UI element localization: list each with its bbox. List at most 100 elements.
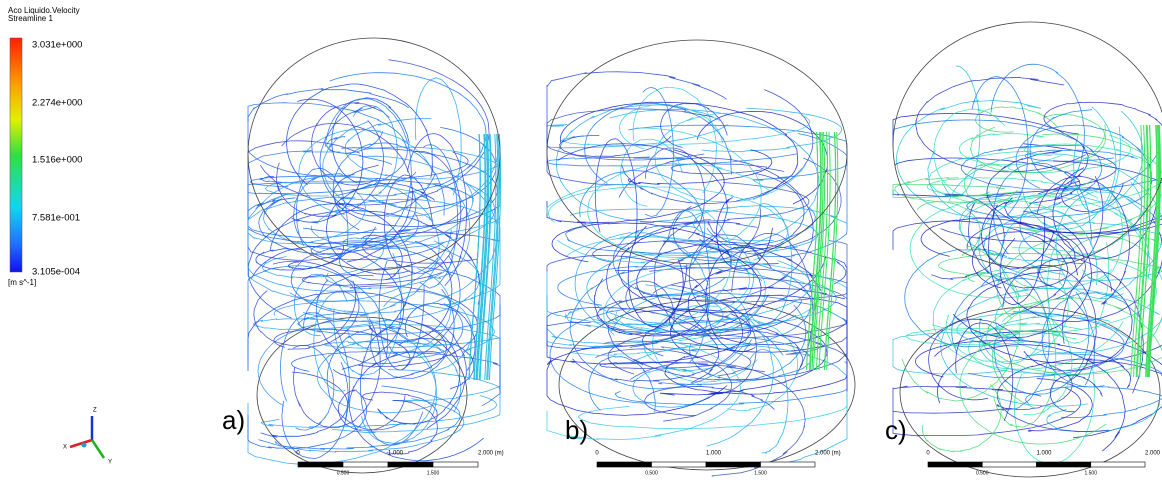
z-label: Z xyxy=(93,408,97,414)
streamline xyxy=(892,220,1069,316)
streamline xyxy=(1001,310,1073,416)
streamline xyxy=(731,232,814,375)
scale-sub-label: 0.500 xyxy=(976,470,989,476)
streamline xyxy=(406,133,468,286)
streamline xyxy=(310,181,495,250)
streamline xyxy=(966,223,1086,300)
jet-streamline xyxy=(1145,124,1158,378)
streamline xyxy=(632,367,710,408)
streamline xyxy=(272,260,360,350)
scale-segment xyxy=(981,461,1037,468)
panel-label: b) xyxy=(565,415,588,445)
y-label: Y xyxy=(108,460,112,466)
jet-streamline xyxy=(1145,124,1158,378)
streamline xyxy=(1014,366,1095,464)
streamline xyxy=(985,296,1162,375)
streamline xyxy=(1024,143,1150,171)
streamline xyxy=(389,303,464,359)
streamline xyxy=(634,240,848,303)
scale-segment xyxy=(927,461,983,468)
streamline xyxy=(551,222,732,266)
streamline xyxy=(561,114,811,147)
jet-streamline xyxy=(1139,124,1152,378)
streamline xyxy=(748,203,793,326)
streamline xyxy=(546,341,741,440)
streamline xyxy=(909,198,1073,299)
streamline xyxy=(324,98,412,236)
streamline xyxy=(1073,126,1121,214)
streamline xyxy=(574,232,709,334)
scale-label: 0 xyxy=(595,451,599,457)
streamline xyxy=(546,184,733,334)
streamline xyxy=(316,339,445,414)
streamline xyxy=(933,108,1006,197)
streamline xyxy=(258,385,461,450)
streamline xyxy=(980,272,1050,411)
streamline xyxy=(959,328,1107,445)
cylinder-top xyxy=(247,37,501,271)
cylinder-bottom xyxy=(558,299,856,471)
colorbar xyxy=(9,37,23,273)
streamline xyxy=(644,385,775,416)
streamline xyxy=(592,240,847,285)
streamline xyxy=(948,153,1162,299)
streamline xyxy=(383,291,472,372)
streamline xyxy=(667,210,711,363)
streamline xyxy=(333,252,402,376)
streamline xyxy=(346,268,452,354)
colorbar-tick-label: 1.516e+000 xyxy=(32,155,82,166)
streamline xyxy=(546,345,728,416)
streamline xyxy=(326,130,384,154)
streamline xyxy=(993,291,1090,396)
colorbar-tick-label: 3.031e+000 xyxy=(32,40,82,51)
streamline xyxy=(251,245,404,370)
streamline xyxy=(692,205,848,242)
scale-segment xyxy=(432,461,479,468)
y-axis xyxy=(90,439,106,459)
streamline xyxy=(952,210,1092,339)
streamline xyxy=(749,349,789,454)
streamline xyxy=(1049,374,1103,413)
streamline xyxy=(337,389,406,432)
streamline xyxy=(945,280,1069,363)
streamline xyxy=(377,322,461,425)
scale-label: 0 xyxy=(926,451,930,457)
jet-streamline xyxy=(468,133,481,381)
streamline xyxy=(362,231,501,264)
streamline xyxy=(546,254,709,349)
streamline xyxy=(892,387,1082,437)
streamline xyxy=(701,107,843,153)
streamline xyxy=(325,240,453,290)
streamline xyxy=(1025,385,1162,404)
streamline xyxy=(301,272,442,286)
scale-label: 1.000 xyxy=(388,451,404,457)
streamline xyxy=(546,108,714,161)
jet-streamline xyxy=(826,131,839,371)
panel: c) 0 1.000 2.000 (m) 0.500 1.500 xyxy=(885,21,1162,478)
streamline xyxy=(916,201,981,257)
streamline xyxy=(892,331,1052,375)
x-label: X xyxy=(63,445,67,451)
streamline xyxy=(1000,208,1098,297)
jet-streamline xyxy=(488,133,502,381)
streamline xyxy=(901,245,1021,402)
streamline xyxy=(274,398,465,453)
streamline xyxy=(593,259,684,335)
streamline xyxy=(958,181,1142,262)
scale-sub-label: 1.500 xyxy=(754,470,767,476)
streamline xyxy=(1036,175,1131,305)
streamline xyxy=(332,164,501,227)
streamline xyxy=(362,391,438,420)
streamline xyxy=(1023,277,1133,372)
streamline xyxy=(642,87,674,217)
streamline xyxy=(1082,184,1124,281)
streamline xyxy=(557,265,816,314)
panel-label: a) xyxy=(222,405,245,435)
streamline xyxy=(645,147,706,240)
scale-label: 1.000 xyxy=(1037,451,1053,457)
scale-label: 0 xyxy=(296,451,300,457)
streamline xyxy=(603,340,752,377)
scale-label: 1.000 xyxy=(706,451,722,457)
jet-streamline xyxy=(476,133,489,381)
scale-label: 2.000 (m) xyxy=(1145,451,1162,457)
